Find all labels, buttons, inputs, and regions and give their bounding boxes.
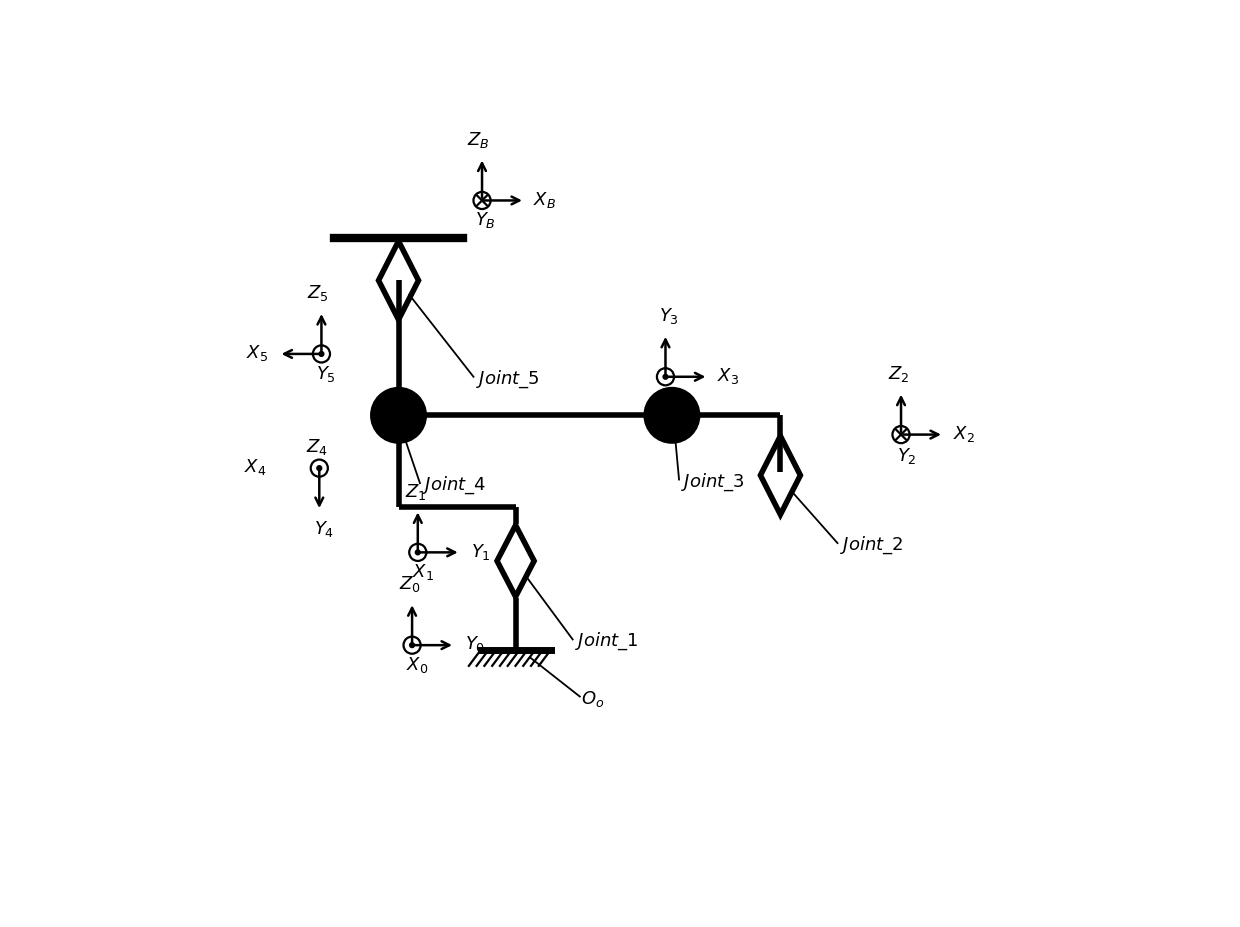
Text: $Z_2$: $Z_2$	[888, 364, 910, 384]
Text: $Joint\_4$: $Joint\_4$	[422, 475, 486, 496]
Text: $Z_1$: $Z_1$	[404, 482, 427, 502]
Text: $X_4$: $X_4$	[244, 457, 267, 477]
Text: $Z_5$: $Z_5$	[308, 284, 329, 303]
Text: $Joint\_5$: $Joint\_5$	[476, 368, 539, 389]
Circle shape	[387, 404, 410, 426]
Text: $Y_0$: $Y_0$	[465, 634, 485, 654]
Circle shape	[646, 389, 698, 441]
Text: $Y_2$: $Y_2$	[897, 446, 916, 466]
Text: $Z_3$: $Z_3$	[661, 388, 682, 408]
Text: $X_2$: $X_2$	[952, 424, 975, 444]
Text: $O_o$: $O_o$	[582, 689, 605, 708]
Text: $Joint\_2$: $Joint\_2$	[839, 535, 903, 556]
Text: $X_B$: $X_B$	[533, 190, 557, 210]
Circle shape	[661, 404, 683, 426]
Text: $X_1$: $X_1$	[412, 563, 434, 582]
Text: $Y_3$: $Y_3$	[660, 306, 680, 326]
Circle shape	[373, 389, 424, 441]
Text: $X_3$: $X_3$	[717, 366, 739, 386]
Text: $Y_B$: $Y_B$	[475, 210, 496, 231]
Text: $X_0$: $X_0$	[405, 655, 428, 675]
Text: $Z_4$: $Z_4$	[306, 437, 329, 457]
Text: $Y_1$: $Y_1$	[471, 541, 491, 562]
Text: $Joint\_3$: $Joint\_3$	[681, 472, 745, 493]
Circle shape	[317, 465, 321, 471]
Circle shape	[409, 642, 414, 648]
Text: $Z_B$: $Z_B$	[467, 130, 490, 150]
Circle shape	[319, 351, 324, 356]
Text: $Y_4$: $Y_4$	[314, 519, 335, 539]
Circle shape	[415, 550, 420, 554]
Text: $Y_5$: $Y_5$	[316, 364, 336, 384]
Text: $Z_0$: $Z_0$	[399, 575, 420, 594]
Circle shape	[663, 375, 668, 379]
Text: $Joint\_1$: $Joint\_1$	[575, 630, 639, 653]
Text: $X_5$: $X_5$	[247, 343, 268, 363]
